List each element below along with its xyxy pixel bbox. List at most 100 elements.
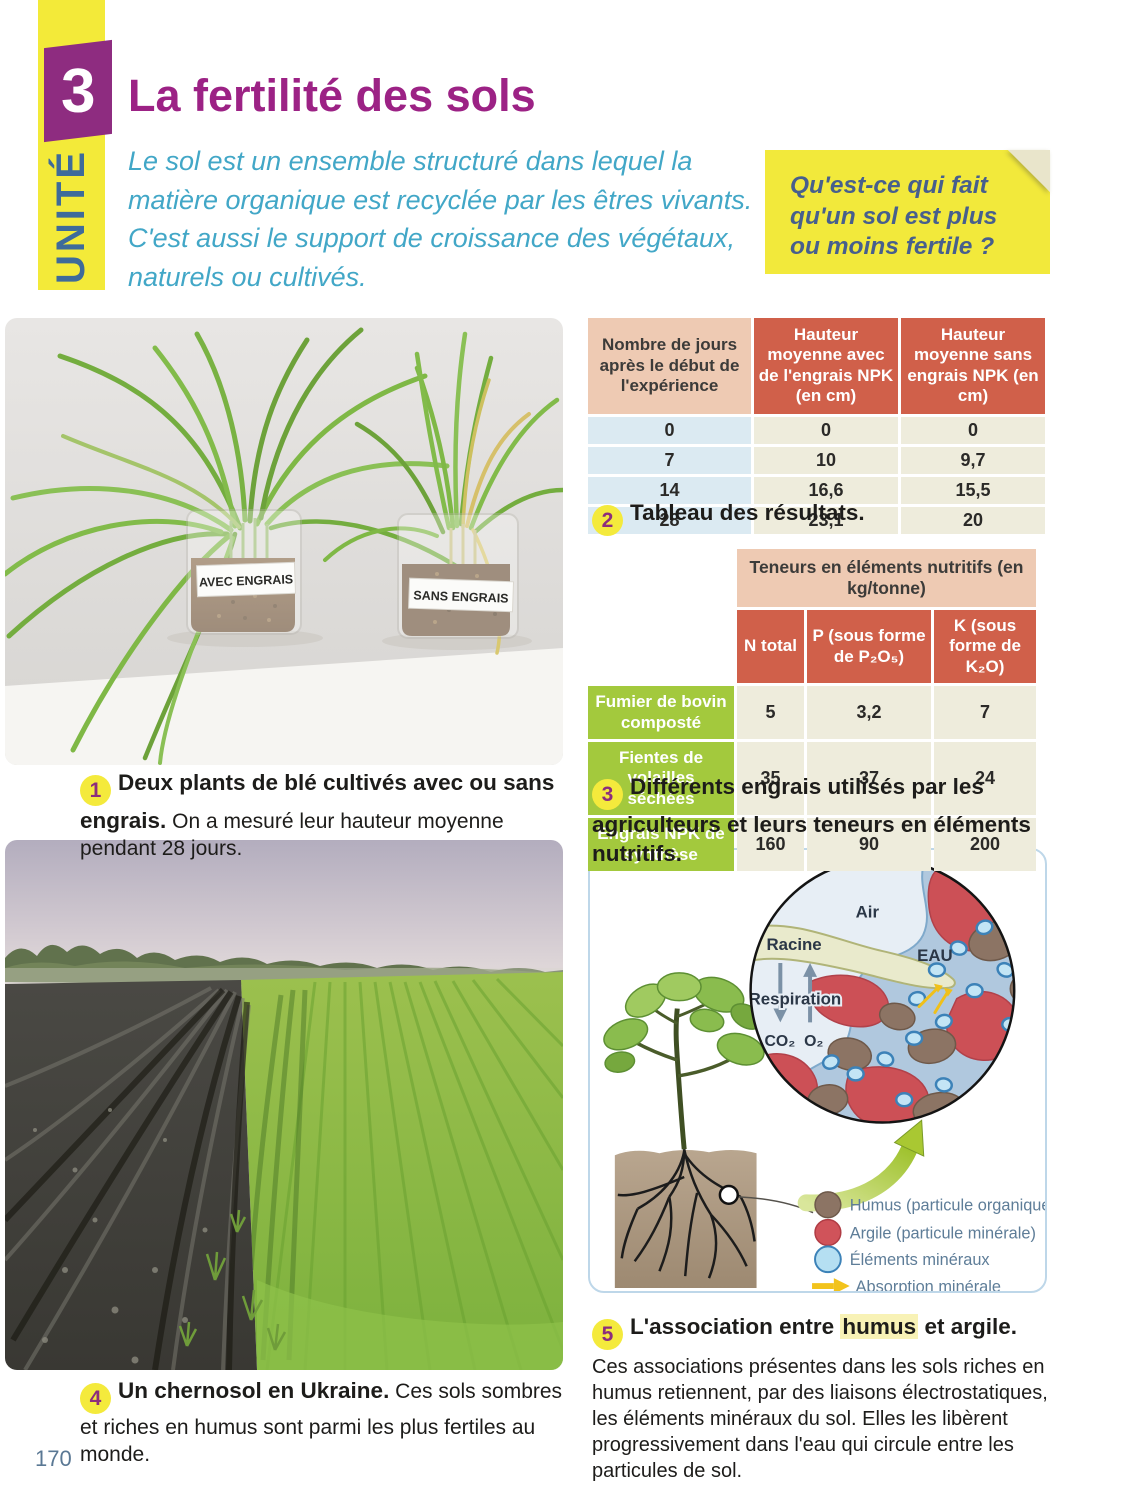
page-number: 170: [35, 1446, 72, 1471]
label-air: Air: [856, 902, 880, 921]
table-row: Fientes de volailles séchées 35 37 24: [588, 741, 1037, 816]
cell: 10: [754, 446, 898, 474]
table2-title: Teneurs en éléments nutritifs (en kg/ton…: [737, 549, 1037, 607]
row-header: Engrais NPK de synthèse: [588, 818, 734, 871]
caption-bold: Deux plants de blé cultivés avec ou sans…: [80, 770, 555, 833]
soil-clumps: [33, 1108, 208, 1364]
caption-bold: et argile.: [918, 1314, 1017, 1339]
cell: 7: [588, 446, 751, 474]
legend-argile-icon: [814, 1218, 842, 1247]
cell: 90: [807, 818, 931, 871]
legend-absorption-label: Absorption minérale: [856, 1278, 1001, 1291]
cup-without-fertilizer: SANS ENGRAIS: [397, 513, 519, 639]
cell: 5: [737, 686, 804, 739]
grass-tufts: [178, 1209, 287, 1351]
root-system: [617, 1149, 756, 1279]
cell: 160: [737, 818, 804, 871]
unit-number-badge: 3: [44, 39, 112, 143]
table1-header-days: Nombre de jours après le début de l'expé…: [588, 318, 751, 414]
caption-figure-2: 2 Tableau des résultats.: [592, 498, 1032, 536]
label-racine: Racine: [766, 935, 821, 954]
table-row: Engrais NPK de synthèse 160 90 200: [588, 818, 1037, 871]
cell: 0: [901, 416, 1045, 444]
legend-elements-label: Éléments minéraux: [850, 1250, 990, 1269]
magnified-spot: [718, 1184, 739, 1206]
cell: 23,1: [754, 506, 898, 534]
table2-header-p: P (sous forme de P₂O₅): [807, 610, 931, 684]
table-row: 0 0 0: [588, 416, 1045, 444]
table-row: 14 16,6 15,5: [588, 476, 1045, 504]
row-header: Fumier de bovin composté: [588, 686, 734, 739]
label-respiration: Respiration: [749, 990, 842, 1009]
wheat-left-plant: [5, 327, 480, 765]
sticky-note-fold-icon: [1008, 150, 1050, 192]
label-eau: EAU: [917, 946, 953, 965]
figure-humus-clay-diagram: Air Racine EAU Respiration CO₂ O₂ Humus …: [588, 848, 1047, 1293]
label-sans-engrais: SANS ENGRAIS: [413, 588, 509, 605]
cell: 20: [901, 506, 1045, 534]
caption-rest: On a mesuré leur hauteur moyenne pendant…: [80, 810, 504, 861]
cup-with-fertilizer: AVEC ENGRAIS: [186, 509, 302, 635]
caption-figure-4: 4 Un chernosol en Ukraine. Ces sols sombr…: [80, 1376, 580, 1469]
mineral-elements: [821, 919, 1015, 1108]
humus-clay-diagram: Air Racine EAU Respiration CO₂ O₂ Humus …: [603, 857, 1045, 1291]
legend-argile-label: Argile (particule minérale): [850, 1224, 1036, 1242]
table1-header-with-npk: Hauteur moyenne avec de l'engrais NPK (e…: [754, 318, 898, 414]
photo-chernosol-field: [5, 840, 563, 1370]
caption-bold: Un chernosol en Ukraine.: [118, 1378, 390, 1403]
cell: 9,7: [901, 446, 1045, 474]
plant-illustration: [603, 972, 814, 1289]
diagram-legend: Humus (particule organique) Argile (part…: [812, 1191, 1045, 1291]
caption-figure-3: 3 Différents engrais utilisés par les agr…: [592, 772, 1052, 869]
unit-label: UNITÉ: [49, 148, 93, 284]
figure-3-number-badge: 3: [592, 779, 623, 810]
legend-elements-icon: [814, 1245, 842, 1274]
leaves: [603, 972, 765, 1073]
caption-highlight: humus: [840, 1314, 919, 1339]
figure-1-number-badge: 1: [80, 775, 111, 806]
cell: 7: [934, 686, 1037, 739]
caption-figure-1: 1 Deux plants de blé cultivés avec ou san…: [80, 768, 572, 863]
cell: 37: [807, 741, 931, 816]
chernosol-photo-illustration: [5, 840, 563, 1370]
soil-furrows-dark: [5, 987, 250, 1370]
cell: 15,5: [901, 476, 1045, 504]
label-o2: O₂: [804, 1033, 823, 1050]
magnifier-arrow-icon: [797, 1119, 925, 1212]
question-text: Qu'est-ce qui fait qu'un sol est plus ou…: [790, 172, 998, 261]
cell: 0: [754, 416, 898, 444]
furrow-shadows: [248, 989, 308, 1361]
caption-bold: L'association entre: [630, 1314, 841, 1339]
figure-2-number-badge: 2: [592, 505, 623, 536]
wheat-photo-illustration: AVEC ENGRAIS SANS ENGRAIS: [5, 318, 563, 765]
photo-wheat-experiment: AVEC ENGRAIS SANS ENGRAIS: [5, 318, 563, 765]
cell: 200: [934, 818, 1037, 871]
legend-humus-label: Humus (particule organique): [850, 1197, 1045, 1215]
cell: 14: [588, 476, 751, 504]
cell: 35: [737, 741, 804, 816]
intro-text: Le sol est un ensemble structuré dans le…: [128, 146, 753, 292]
label-co2: CO₂: [764, 1033, 795, 1050]
fertilizer-nutrients-table: Teneurs en éléments nutritifs (en kg/ton…: [585, 546, 1039, 874]
caption-rest: Ces sols sombres et riches en humus sont…: [80, 1380, 563, 1467]
respiration-arrows: [773, 962, 818, 1023]
table-row: 7 10 9,7: [588, 446, 1045, 474]
question-sticky-note: Qu'est-ce qui fait qu'un sol est plus ou…: [765, 150, 1050, 274]
cell: 3,2: [807, 686, 931, 739]
table2-header-k: K (sous forme de K₂O): [934, 610, 1037, 684]
caption-bold: Tableau des résultats.: [630, 500, 865, 525]
cell: 0: [588, 416, 751, 444]
figure-4-number-badge: 4: [80, 1383, 111, 1414]
table2-header-n: N total: [737, 610, 804, 684]
row-header: Fientes de volailles séchées: [588, 741, 734, 816]
page-title: La fertilité des sols: [128, 70, 536, 121]
figure-5-number-badge: 5: [592, 1319, 623, 1350]
caption-body-text: Ces associations présentes dans les sols…: [592, 1356, 1048, 1482]
caption-bold: Différents engrais utilisés par les agri…: [592, 774, 1031, 867]
root-cross-section: [750, 924, 956, 990]
cell: 24: [934, 741, 1037, 816]
cell: 16,6: [754, 476, 898, 504]
label-avec-engrais: AVEC ENGRAIS: [199, 572, 294, 589]
table1-header-without-npk: Hauteur moyenne sans engrais NPK (en cm): [901, 318, 1045, 414]
legend-humus-icon: [814, 1191, 842, 1219]
